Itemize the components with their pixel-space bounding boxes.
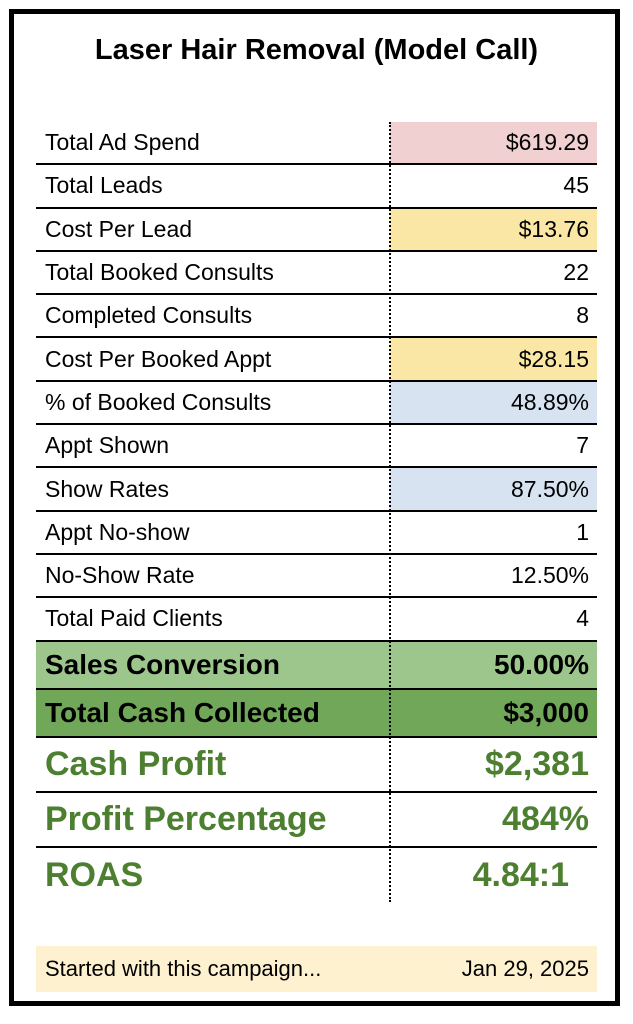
table-row: ROAS 4.84:1 xyxy=(36,847,597,903)
card-border xyxy=(9,9,620,1006)
table-row: Show Rates 87.50% xyxy=(36,468,597,512)
row-value: 22 xyxy=(390,251,597,294)
row-label: Total Paid Clients xyxy=(36,598,390,640)
row-value: 48.89% xyxy=(390,381,597,424)
row-label: Cost Per Lead xyxy=(36,208,390,250)
row-value: 1 xyxy=(390,511,597,553)
row-label: Completed Consults xyxy=(36,295,390,337)
table-row: Cost Per Booked Appt $28.15 xyxy=(36,338,597,382)
row-label: Cost Per Booked Appt xyxy=(36,338,390,380)
table-row: Cost Per Lead $13.76 xyxy=(36,208,597,252)
column-divider xyxy=(389,122,391,902)
table-row: Completed Consults 8 xyxy=(36,295,597,339)
table-row: Total Leads 45 xyxy=(36,165,597,209)
footer-date: Jan 29, 2025 xyxy=(461,956,589,981)
row-label: Total Ad Spend xyxy=(36,122,390,164)
row-label: ROAS xyxy=(36,847,390,903)
row-label: Appt Shown xyxy=(36,425,390,467)
row-label: Total Booked Consults xyxy=(36,251,390,294)
table-row: Total Paid Clients 4 xyxy=(36,598,597,642)
table-row: Appt No-show 1 xyxy=(36,511,597,555)
row-label: Total Cash Collected xyxy=(36,689,390,736)
row-label: Total Leads xyxy=(36,165,390,207)
table-row: No-Show Rate 12.50% xyxy=(36,554,597,599)
row-value: $28.15 xyxy=(390,338,597,380)
page-title: Laser Hair Removal (Model Call) xyxy=(94,34,539,66)
table-row: Appt Shown 7 xyxy=(36,425,597,469)
table-row: Total Ad Spend $619.29 xyxy=(36,122,597,166)
row-label: % of Booked Consults xyxy=(36,381,390,424)
row-value: $3,000 xyxy=(390,689,597,736)
row-value: $619.29 xyxy=(390,122,597,164)
row-value: 45 xyxy=(390,165,597,207)
table-row: Sales Conversion 50.00% xyxy=(36,641,597,690)
table-row: Profit Percentage 484% xyxy=(36,792,597,848)
metrics-table: Total Ad Spend $619.29 Total Leads 45 Cost P… xyxy=(36,122,597,903)
row-value: 4.84:1 xyxy=(472,855,569,894)
campaign-start-footer: Started with this campaign... Jan 29, 20… xyxy=(36,946,597,992)
table-row: Total Cash Collected $3,000 xyxy=(36,689,597,738)
row-value: 7 xyxy=(390,425,597,467)
row-label: No-Show Rate xyxy=(36,554,390,597)
row-value: 8 xyxy=(390,295,597,337)
row-value: 4 xyxy=(390,598,597,640)
row-value: 12.50% xyxy=(390,554,597,597)
row-value: 50.00% xyxy=(390,641,597,688)
footer-label: Started with this campaign... xyxy=(45,956,322,981)
row-label: Profit Percentage xyxy=(36,792,390,846)
table-row: Cash Profit $2,381 xyxy=(36,737,597,793)
row-value: 87.50% xyxy=(390,468,597,510)
row-value: $2,381 xyxy=(485,744,589,783)
table-row: Total Booked Consults 22 xyxy=(36,251,597,296)
table-row: % of Booked Consults 48.89% xyxy=(36,381,597,426)
row-label: Show Rates xyxy=(36,468,390,510)
row-value: 484% xyxy=(502,799,589,838)
row-value: $13.76 xyxy=(390,208,597,250)
row-label: Sales Conversion xyxy=(36,641,390,688)
row-label: Appt No-show xyxy=(36,511,390,553)
row-label: Cash Profit xyxy=(36,737,390,791)
